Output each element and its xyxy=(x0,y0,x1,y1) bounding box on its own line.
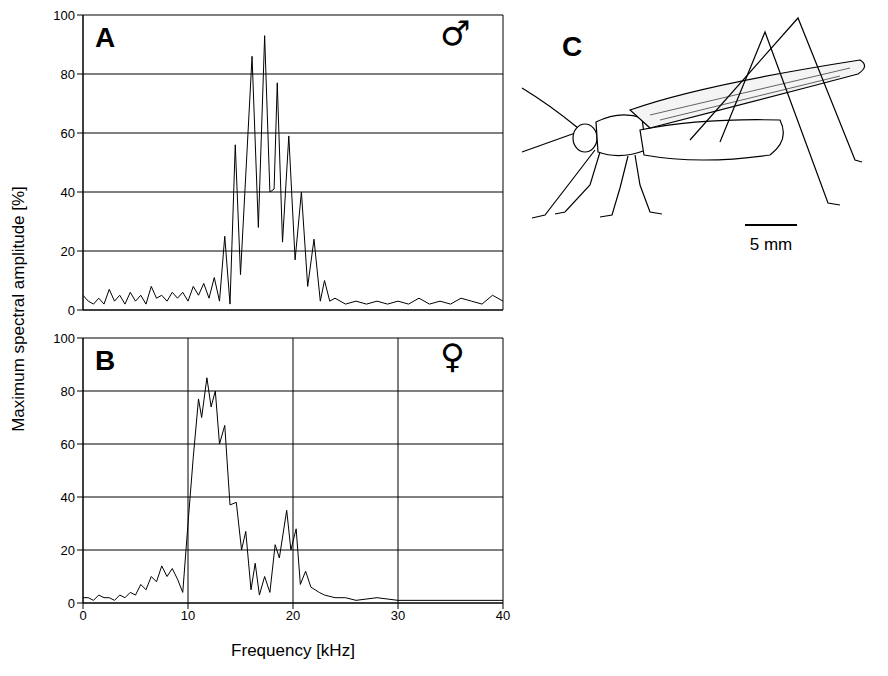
html-text:A: A xyxy=(95,22,116,53)
svg-text:0: 0 xyxy=(79,608,86,623)
svg-text:0: 0 xyxy=(68,596,75,611)
svg-text:20: 20 xyxy=(61,543,75,558)
svg-text:80: 80 xyxy=(61,384,75,399)
svg-text:20: 20 xyxy=(286,608,300,623)
html-text:B: B xyxy=(95,345,116,376)
svg-text:60: 60 xyxy=(61,437,75,452)
svg-text:80: 80 xyxy=(61,67,75,82)
svg-text:C: C xyxy=(562,31,582,62)
svg-text:40: 40 xyxy=(61,185,75,200)
svg-text:40: 40 xyxy=(496,608,510,623)
svg-text:40: 40 xyxy=(61,490,75,505)
svg-text:0: 0 xyxy=(68,303,75,318)
svg-text:100: 100 xyxy=(53,8,75,23)
svg-text:20: 20 xyxy=(61,244,75,259)
svg-text:100: 100 xyxy=(53,331,75,346)
html-text:Frequency [kHz]: Frequency [kHz] xyxy=(231,641,355,660)
svg-text:Maximum spectral amplitude [%]: Maximum spectral amplitude [%] xyxy=(9,186,28,432)
svg-text:10: 10 xyxy=(181,608,195,623)
svg-text:5 mm: 5 mm xyxy=(750,235,793,254)
svg-text:30: 30 xyxy=(391,608,405,623)
svg-text:60: 60 xyxy=(61,126,75,141)
